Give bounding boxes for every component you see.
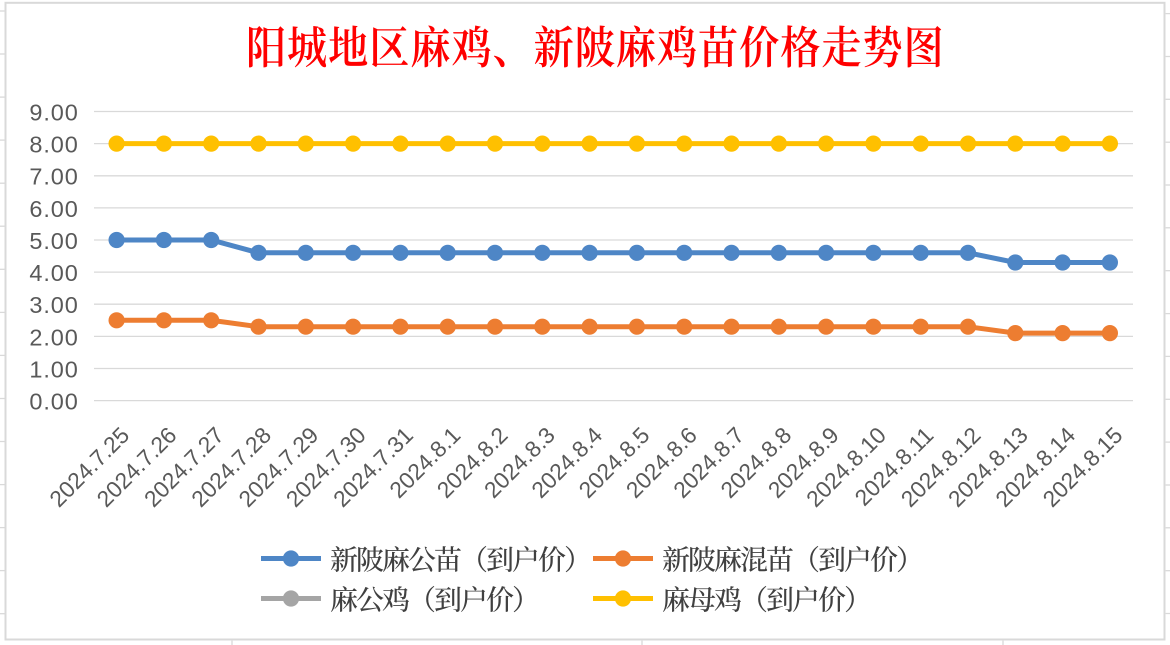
svg-text:3.00: 3.00: [29, 292, 78, 318]
svg-text:9.00: 9.00: [29, 99, 78, 125]
svg-text:2.00: 2.00: [29, 324, 78, 350]
svg-text:7.00: 7.00: [29, 164, 78, 190]
svg-text:8.00: 8.00: [29, 132, 78, 158]
svg-text:1.00: 1.00: [29, 356, 78, 382]
svg-text:0.00: 0.00: [29, 389, 78, 415]
svg-text:5.00: 5.00: [29, 228, 78, 254]
svg-text:4.00: 4.00: [29, 260, 78, 286]
svg-text:6.00: 6.00: [29, 196, 78, 222]
